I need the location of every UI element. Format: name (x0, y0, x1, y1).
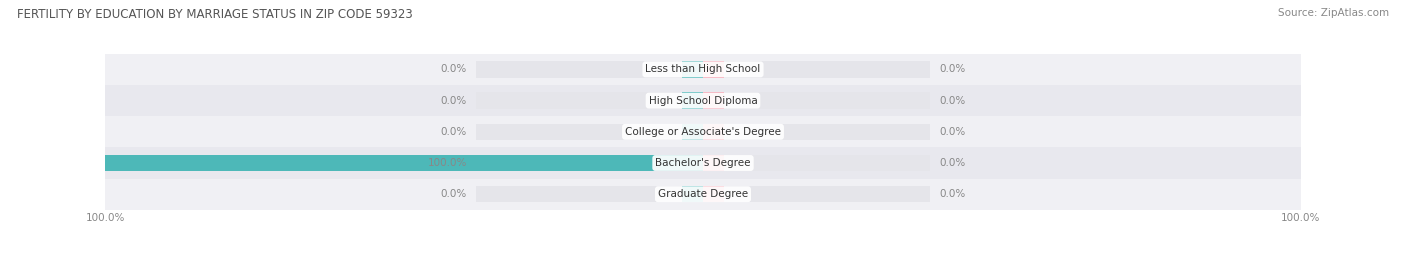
Bar (682, 61, 703, 77)
Text: 0.0%: 0.0% (440, 127, 467, 137)
Bar (105, 85, 1301, 116)
Text: FERTILITY BY EDUCATION BY MARRIAGE STATUS IN ZIP CODE 59323: FERTILITY BY EDUCATION BY MARRIAGE STATU… (17, 8, 412, 21)
Bar (703, 93, 931, 109)
Text: 0.0%: 0.0% (939, 64, 966, 75)
Text: 100.0%: 100.0% (427, 158, 467, 168)
Bar (703, 124, 931, 140)
Bar (105, 155, 703, 171)
Bar (105, 179, 1301, 210)
Bar (475, 124, 703, 140)
Bar (703, 61, 724, 77)
Text: Graduate Degree: Graduate Degree (658, 189, 748, 199)
Text: 0.0%: 0.0% (939, 95, 966, 106)
Bar (682, 93, 703, 109)
Bar (105, 54, 1301, 85)
Text: 0.0%: 0.0% (440, 189, 467, 199)
Bar (475, 186, 703, 202)
Bar (682, 186, 703, 202)
Text: 0.0%: 0.0% (939, 127, 966, 137)
Bar (475, 93, 703, 109)
Bar (703, 93, 724, 109)
Bar (703, 61, 931, 77)
Bar (703, 155, 724, 171)
Bar (703, 124, 724, 140)
Text: 0.0%: 0.0% (939, 158, 966, 168)
Bar (475, 155, 703, 171)
Bar (703, 155, 931, 171)
Text: 0.0%: 0.0% (939, 189, 966, 199)
Text: 0.0%: 0.0% (440, 64, 467, 75)
Text: Source: ZipAtlas.com: Source: ZipAtlas.com (1278, 8, 1389, 18)
Text: College or Associate's Degree: College or Associate's Degree (626, 127, 780, 137)
Bar (105, 116, 1301, 147)
Bar (105, 147, 1301, 179)
Text: 0.0%: 0.0% (440, 95, 467, 106)
Bar (682, 124, 703, 140)
Bar (703, 186, 931, 202)
Text: High School Diploma: High School Diploma (648, 95, 758, 106)
Text: Less than High School: Less than High School (645, 64, 761, 75)
Bar (703, 186, 724, 202)
Bar (475, 61, 703, 77)
Text: Bachelor's Degree: Bachelor's Degree (655, 158, 751, 168)
